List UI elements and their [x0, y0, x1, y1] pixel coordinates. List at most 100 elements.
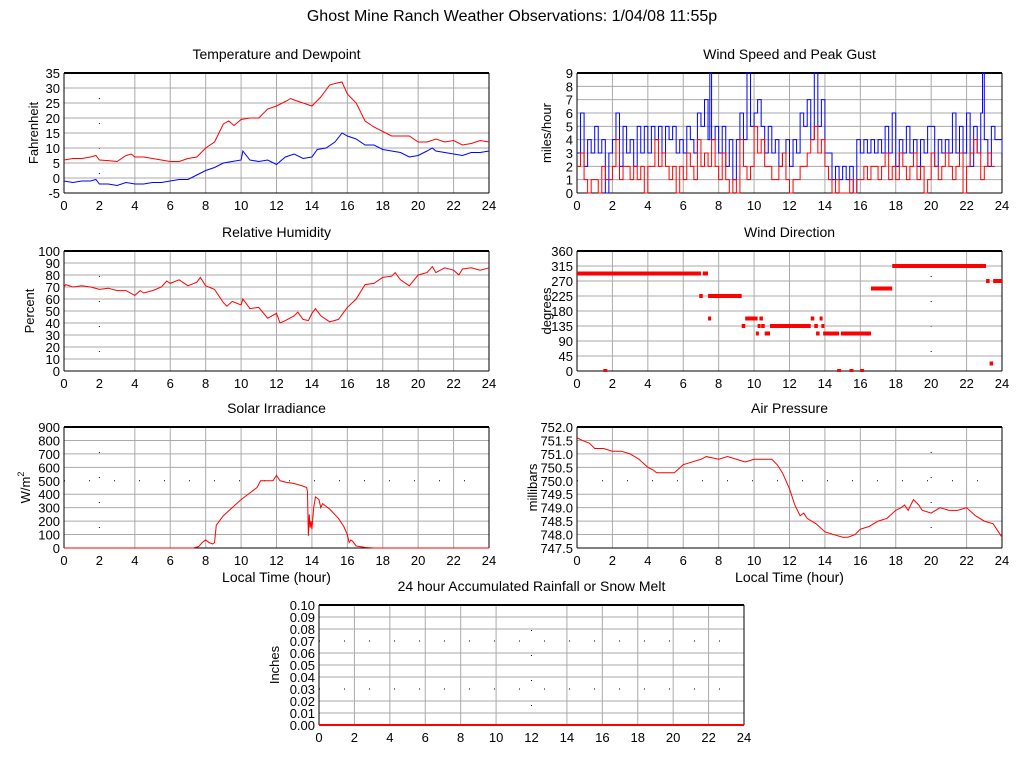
- x-tick-label: 6: [167, 553, 174, 568]
- direction-segment: [745, 316, 758, 321]
- x-tick-label: 16: [853, 553, 867, 568]
- x-tick-label: 14: [818, 553, 832, 568]
- chart-title: Wind Speed and Peak Gust: [703, 46, 876, 62]
- direction-segment: [870, 286, 893, 291]
- y-tick-label: 15: [46, 126, 60, 141]
- x-tick-label: 22: [959, 553, 973, 568]
- y-tick-label: 0.03: [290, 682, 315, 697]
- series-temperature: [63, 81, 490, 163]
- direction-segment: [814, 324, 818, 328]
- y-tick-label: 5: [566, 119, 573, 134]
- y-tick-label: 70: [46, 280, 60, 295]
- y-tick-label: 180: [551, 304, 573, 319]
- direction-segment: [989, 361, 994, 366]
- x-tick-label: 18: [376, 198, 390, 213]
- y-tick-label: 0: [53, 541, 60, 556]
- x-tick-label: 24: [995, 198, 1009, 213]
- direction-segment: [993, 279, 1002, 283]
- x-tick-label: 8: [202, 553, 209, 568]
- y-tick-label: 0.02: [290, 694, 315, 709]
- direction-segment: [816, 331, 820, 336]
- x-tick-label: 24: [482, 553, 496, 568]
- x-axis-label: Local Time (hour): [222, 569, 331, 585]
- x-tick-label: 8: [457, 730, 464, 745]
- x-tick-label: 14: [818, 198, 832, 213]
- x-tick-label: 24: [482, 376, 496, 391]
- y-tick-label: 0: [53, 171, 60, 186]
- x-tick-label: 6: [680, 553, 687, 568]
- y-tick-label: 30: [46, 328, 60, 343]
- x-tick-label: 0: [315, 730, 322, 745]
- direction-segment: [810, 316, 815, 321]
- y-tick-label: 45: [559, 349, 573, 364]
- x-tick-label: 12: [269, 376, 283, 391]
- x-tick-label: 20: [924, 376, 938, 391]
- x-tick-label: 4: [131, 553, 138, 568]
- x-tick-label: 2: [351, 730, 358, 745]
- x-tick-label: 12: [524, 730, 538, 745]
- y-tick-label: 0.00: [290, 718, 315, 733]
- y-tick-label: 20: [46, 340, 60, 355]
- y-tick-label: 8: [566, 79, 573, 94]
- y-tick-label: 0: [566, 364, 573, 379]
- y-tick-label: 3: [566, 146, 573, 161]
- x-tick-label: 14: [305, 553, 319, 568]
- y-tick-label: 748.0: [540, 528, 573, 543]
- direction-point: [603, 369, 608, 372]
- y-tick-label: 500: [38, 474, 60, 489]
- direction-segment: [577, 271, 701, 276]
- x-tick-label: 18: [889, 553, 903, 568]
- direction-segment: [708, 294, 742, 298]
- y-tick-label: 800: [38, 433, 60, 448]
- direction-segment: [699, 294, 703, 298]
- x-tick-label: 18: [631, 730, 645, 745]
- x-tick-label: 14: [305, 198, 319, 213]
- chart-title: Solar Irradiance: [227, 400, 326, 416]
- y-axis-label: millibars: [525, 463, 540, 511]
- x-tick-label: 18: [889, 376, 903, 391]
- y-tick-label: 7: [566, 93, 573, 108]
- x-tick-label: 2: [96, 553, 103, 568]
- x-tick-label: 20: [411, 198, 425, 213]
- x-axis-label: Local Time (hour): [735, 569, 844, 585]
- y-tick-label: 30: [46, 81, 60, 96]
- x-tick-label: 20: [411, 553, 425, 568]
- x-tick-label: 6: [680, 198, 687, 213]
- y-tick-label: 9: [566, 66, 573, 81]
- y-tick-label: 360: [551, 244, 573, 259]
- direction-segment: [761, 324, 765, 328]
- x-tick-label: 4: [131, 198, 138, 213]
- x-tick-label: 8: [202, 198, 209, 213]
- series-wind-speed: [577, 125, 995, 194]
- y-tick-label: 270: [551, 274, 573, 289]
- x-tick-label: 12: [269, 553, 283, 568]
- x-tick-label: 18: [376, 376, 390, 391]
- x-tick-label: 12: [269, 198, 283, 213]
- y-axis-label: Fahrenheit: [26, 102, 41, 165]
- x-tick-label: 10: [747, 553, 761, 568]
- x-tick-label: 16: [340, 198, 354, 213]
- y-tick-label: 0.10: [290, 598, 315, 613]
- y-tick-label: 2: [566, 159, 573, 174]
- x-tick-label: 10: [234, 376, 248, 391]
- direction-point: [837, 369, 842, 372]
- y-tick-label: 751.0: [540, 447, 573, 462]
- direction-segment: [702, 271, 709, 276]
- x-tick-label: 0: [60, 376, 67, 391]
- x-tick-label: 6: [680, 376, 687, 391]
- x-tick-label: 0: [573, 198, 580, 213]
- series-relative-humidity: [63, 265, 490, 324]
- y-tick-label: 750.0: [540, 474, 573, 489]
- y-axis-label: miles/hour: [539, 102, 554, 163]
- y-tick-label: 747.5: [540, 541, 573, 556]
- x-tick-label: 8: [715, 553, 722, 568]
- x-tick-label: 12: [782, 553, 796, 568]
- direction-segment: [823, 331, 840, 336]
- y-tick-label: 4: [566, 133, 573, 148]
- y-tick-label: 10: [46, 141, 60, 156]
- x-tick-label: 6: [167, 198, 174, 213]
- x-tick-label: 24: [995, 553, 1009, 568]
- y-tick-label: 225: [551, 289, 573, 304]
- y-tick-label: 749.5: [540, 487, 573, 502]
